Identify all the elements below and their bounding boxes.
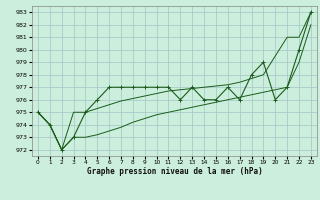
X-axis label: Graphe pression niveau de la mer (hPa): Graphe pression niveau de la mer (hPa): [86, 167, 262, 176]
